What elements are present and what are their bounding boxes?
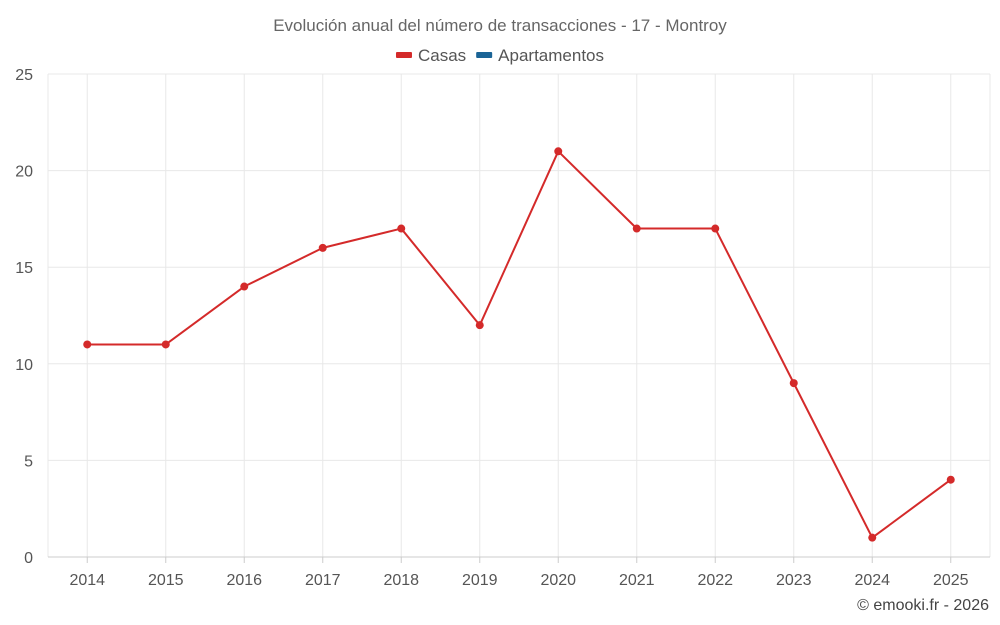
series-line-casas — [87, 150, 952, 539]
x-tick-label: 2025 — [933, 572, 969, 589]
y-tick-label: 25 — [15, 67, 33, 84]
data-point[interactable] — [161, 340, 170, 349]
legend-label: Casas — [418, 46, 466, 65]
legend-item-apartamentos[interactable]: Apartamentos — [476, 46, 604, 65]
data-point[interactable] — [868, 533, 877, 542]
x-tick-label: 2019 — [462, 572, 498, 589]
x-tick-label: 2016 — [226, 572, 262, 589]
y-tick-label: 20 — [15, 164, 33, 181]
x-tick-label: 2024 — [854, 572, 890, 589]
y-tick-label: 10 — [15, 357, 33, 374]
chart-title: Evolución anual del número de transaccio… — [273, 16, 727, 35]
data-point[interactable] — [475, 321, 484, 330]
x-tick-label: 2018 — [383, 572, 419, 589]
x-tick-label: 2023 — [776, 572, 812, 589]
data-point[interactable] — [318, 243, 327, 252]
x-axis: 2014 2015 2016 2017 2018 2019 2020 2021 2022 2023… — [48, 556, 990, 589]
y-tick-label: 0 — [24, 550, 33, 567]
x-tick-label: 2017 — [305, 572, 341, 589]
data-point[interactable] — [711, 224, 720, 233]
x-tick-label: 2020 — [540, 572, 576, 589]
x-tick-label: 2021 — [619, 572, 655, 589]
credit-text: © emooki.fr - 2026 — [857, 597, 989, 614]
data-point[interactable] — [946, 475, 955, 484]
data-point[interactable] — [397, 224, 406, 233]
legend-swatch — [476, 52, 493, 58]
data-point[interactable] — [240, 282, 249, 291]
data-point[interactable] — [632, 224, 641, 233]
x-tick-label: 2022 — [697, 572, 733, 589]
y-axis: 0 5 10 15 20 25 — [15, 67, 33, 567]
data-point[interactable] — [554, 147, 563, 156]
x-tick-label: 2014 — [69, 572, 105, 589]
series-group — [83, 147, 955, 542]
grid — [47, 73, 991, 557]
data-point[interactable] — [789, 379, 798, 388]
data-point[interactable] — [83, 340, 92, 349]
y-tick-label: 15 — [15, 260, 33, 277]
y-tick-label: 5 — [24, 453, 33, 470]
legend-label: Apartamentos — [498, 46, 604, 65]
legend: Casas Apartamentos — [395, 46, 604, 65]
x-tick-label: 2015 — [148, 572, 184, 589]
legend-item-casas[interactable]: Casas — [395, 46, 466, 65]
legend-swatch — [395, 52, 412, 58]
